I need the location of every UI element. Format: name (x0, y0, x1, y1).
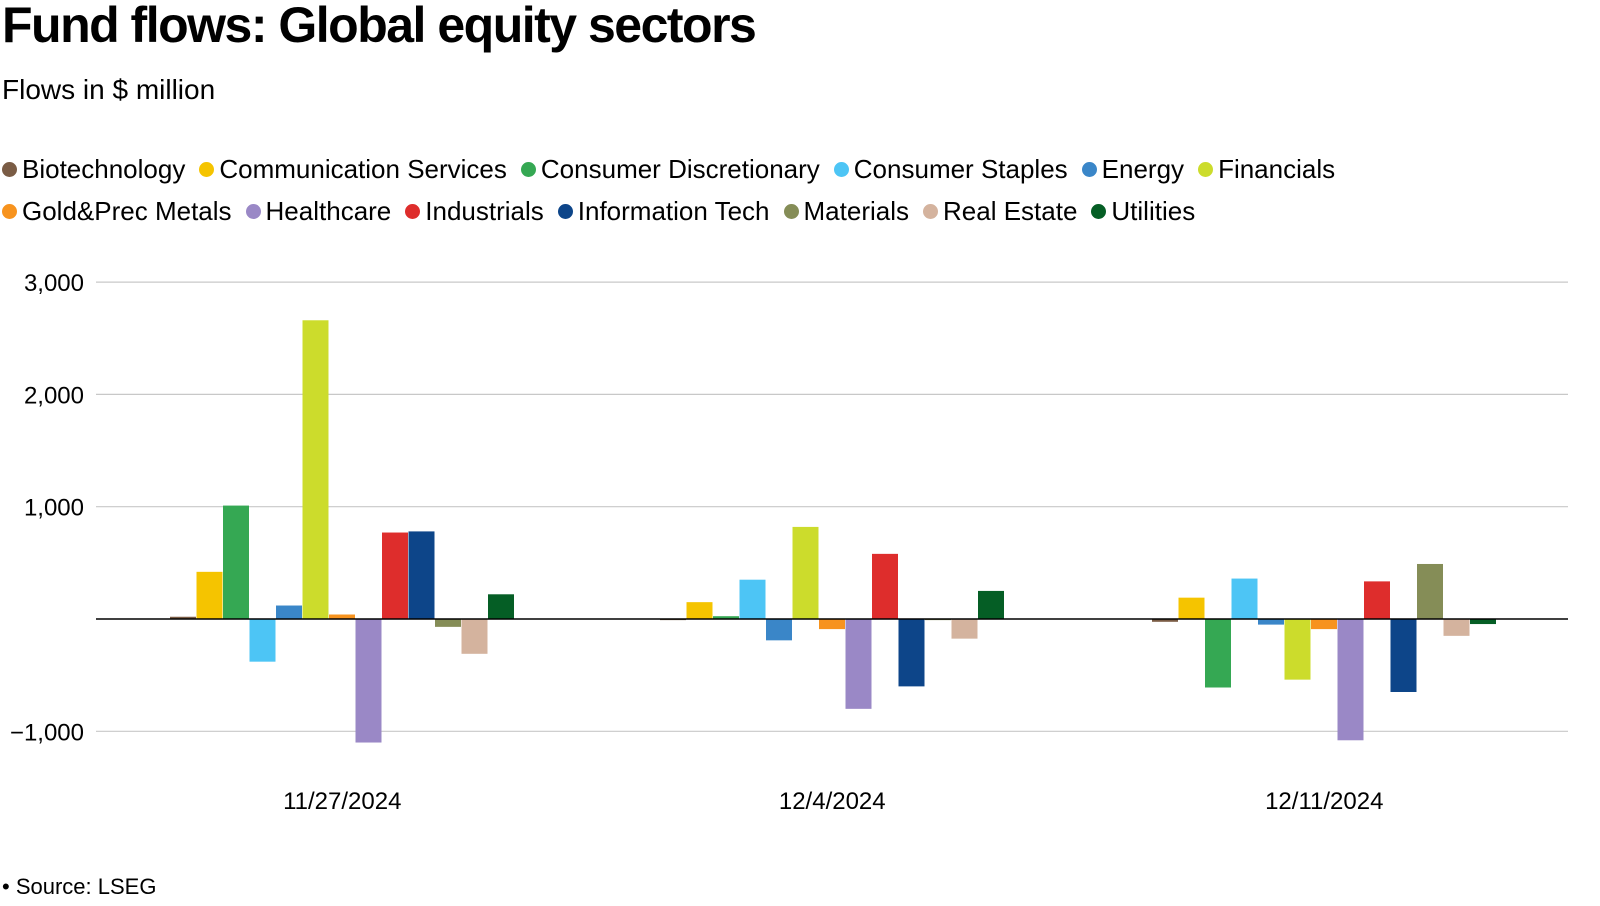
bar (1152, 619, 1178, 622)
bar (329, 614, 355, 619)
bar (196, 571, 223, 619)
legend-swatch (1198, 162, 1214, 177)
bar (686, 602, 713, 619)
bar (1205, 619, 1231, 688)
bar (1311, 619, 1337, 630)
legend-label: Financials (1218, 154, 1336, 184)
legend-item: Energy (1081, 148, 1185, 190)
bar (1258, 619, 1284, 625)
legend-label: Consumer Discretionary (540, 154, 820, 184)
legend-label: Communication Services (219, 154, 507, 184)
bar (1337, 619, 1364, 741)
legend-label: Energy (1101, 154, 1185, 184)
legend-item: Biotechnology (2, 148, 185, 190)
bar (1470, 619, 1496, 625)
legend-label: Real Estate (943, 196, 1078, 226)
legend-item: Healthcare (245, 190, 392, 232)
legend-swatch (1081, 162, 1097, 177)
bar (898, 619, 925, 687)
x-tick-label: 11/27/2024 (283, 788, 401, 815)
bar (1231, 578, 1258, 619)
bar (249, 619, 276, 662)
bar (382, 532, 408, 619)
bar (488, 594, 514, 619)
y-tick-label: 3,000 (24, 270, 84, 297)
legend-item: Industrials (405, 190, 544, 232)
legend-item: Materials (783, 190, 909, 232)
legend-item: Consumer Discretionary (520, 148, 820, 190)
legend-swatch (405, 204, 421, 219)
legend-item: Information Tech (557, 190, 770, 232)
legend-item: Consumer Staples (833, 148, 1068, 190)
bar (355, 619, 382, 743)
bar (435, 619, 461, 627)
bar (170, 616, 196, 619)
bar (1364, 581, 1390, 619)
y-tick-label: −1,000 (10, 719, 84, 746)
legend-swatch (2, 162, 17, 177)
legend-swatch (833, 162, 849, 177)
legend-label: Biotechnology (22, 154, 186, 184)
legend-label: Healthcare (265, 196, 392, 226)
legend-swatch (2, 204, 17, 219)
bar (276, 605, 302, 619)
y-tick-label: 1,000 (24, 495, 84, 522)
y-tick-label: 2,000 (24, 382, 84, 409)
legend-item: Real Estate (923, 190, 1077, 232)
bar (302, 320, 329, 619)
legend-label: Gold&Prec Metals (22, 196, 232, 226)
bar (845, 619, 872, 709)
bar (739, 579, 766, 619)
legend-label: Utilities (1111, 196, 1196, 226)
x-tick-label: 12/11/2024 (1265, 788, 1383, 815)
bar (1390, 619, 1417, 692)
legend-item: Communication Services (199, 148, 507, 190)
legend: Biotechnology Communication Services Consu… (2, 148, 1562, 232)
chart-subtitle: Flows in $ million (2, 74, 216, 105)
bar (408, 531, 435, 619)
legend-swatch (199, 162, 215, 177)
legend-swatch (783, 204, 799, 219)
legend-swatch (557, 204, 573, 219)
legend-label: Industrials (425, 196, 544, 226)
legend-label: Consumer Staples (853, 154, 1068, 184)
legend-swatch (923, 204, 938, 219)
bar (223, 505, 249, 619)
bar (461, 619, 488, 654)
x-tick-label: 12/4/2024 (779, 788, 886, 815)
legend-label: Materials (803, 196, 909, 226)
bar (1284, 619, 1311, 680)
legend-swatch (1091, 204, 1107, 219)
bar (1443, 619, 1470, 636)
legend-swatch (520, 162, 536, 177)
bar (713, 616, 739, 619)
legend-swatch (245, 204, 261, 219)
bar (1417, 563, 1443, 619)
bar (766, 619, 792, 641)
legend-item: Utilities (1091, 190, 1195, 232)
source-note: • Source: LSEG (2, 874, 157, 899)
bar (978, 590, 1004, 619)
bar (792, 526, 819, 619)
legend-item: Gold&Prec Metals (2, 190, 232, 232)
bar (951, 619, 978, 639)
legend-label: Information Tech (577, 196, 770, 226)
bar (872, 553, 898, 619)
bar (1178, 597, 1205, 619)
chart-title: Fund flows: Global equity sectors (2, 0, 757, 53)
legend-item: Financials (1198, 148, 1335, 190)
bar (819, 619, 845, 630)
